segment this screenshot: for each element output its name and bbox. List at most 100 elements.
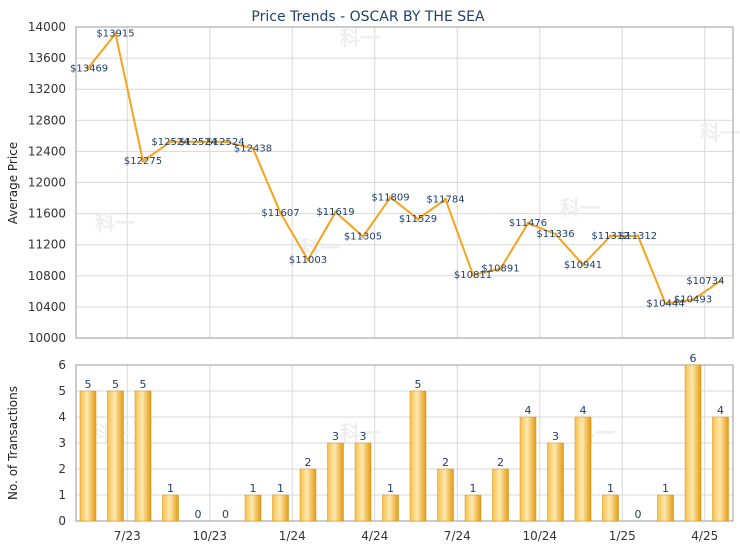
transaction-bar-label: 5 [85, 378, 92, 391]
price-y-tick-label: 12000 [28, 176, 66, 190]
price-line-layer [86, 31, 722, 305]
price-plot-frame [75, 26, 734, 339]
transaction-bar-label: 2 [497, 456, 504, 469]
price-point [444, 197, 447, 201]
price-point [196, 140, 200, 144]
transaction-bar-label: 5 [112, 378, 119, 391]
transaction-bar [79, 390, 97, 522]
price-point [664, 301, 667, 305]
price-point [526, 221, 530, 225]
transaction-bar [299, 468, 317, 522]
transaction-bar-label: 0 [195, 508, 202, 521]
x-tick-label: 10/23 [192, 529, 227, 543]
transaction-bars [79, 364, 729, 522]
price-point-label: $12438 [234, 143, 272, 154]
price-point-labels: $13469$13915$12275$12524$12524$12524$124… [70, 29, 725, 310]
price-point [636, 234, 640, 238]
price-point-label: $13469 [70, 63, 108, 74]
transactions-y-tick-label: 5 [58, 384, 66, 398]
price-point-label: $11336 [536, 229, 574, 240]
price-point-label: $11619 [316, 207, 354, 218]
price-point-label: $11003 [289, 255, 327, 266]
transactions-y-axis-label: No. of Transactions [6, 386, 20, 500]
transaction-bar [327, 442, 344, 522]
chart-title: Price Trends - OSCAR BY THE SEA [251, 9, 485, 25]
price-point [554, 232, 557, 236]
transaction-bar [107, 390, 124, 522]
transaction-bar [464, 494, 482, 522]
transaction-bar-label: 0 [635, 508, 642, 521]
transactions-y-ticks: 0 1 2 3 4 5 6 [58, 358, 66, 528]
transaction-bar [519, 416, 537, 522]
price-point-label: $11809 [371, 192, 409, 203]
price-point [251, 146, 255, 150]
x-axis-ticks: 7/23 10/23 1/24 4/24 7/24 10/24 1/25 4/25 [114, 529, 718, 543]
transaction-bar [437, 468, 454, 522]
transaction-bar [574, 416, 592, 522]
transaction-bar [134, 390, 152, 522]
watermark-text: 科一 [340, 421, 380, 445]
price-point-label: $10891 [481, 264, 519, 275]
transaction-bar-label: 1 [250, 482, 257, 495]
transaction-bar [354, 442, 372, 522]
price-point-label: $10493 [674, 295, 712, 306]
transaction-bar [602, 494, 619, 522]
price-point [416, 217, 420, 221]
price-y-tick-label: 10400 [28, 300, 66, 314]
transactions-y-tick-label: 3 [58, 436, 66, 450]
x-tick-label: 4/24 [361, 529, 388, 543]
price-point [361, 235, 365, 239]
transaction-bar [162, 494, 179, 522]
price-point-label: $12524 [151, 137, 189, 148]
price-y-tick-label: 13600 [28, 51, 66, 65]
transaction-bar-label: 3 [552, 430, 559, 443]
price-point [581, 263, 585, 267]
price-point-label: $10811 [454, 270, 492, 281]
transaction-bar-labels: 5 5 5 1 0 0 1 1 2 3 3 1 5 2 1 2 4 3 4 1 0 1 6 4 [85, 352, 725, 521]
transaction-bar [244, 494, 262, 522]
transaction-bar-label: 0 [222, 508, 229, 521]
watermark-text: 科一 [700, 121, 740, 145]
transaction-bar [382, 494, 399, 522]
transactions-plot-frame [75, 364, 734, 522]
price-point-label: $11305 [344, 232, 382, 243]
x-tick-label: 7/23 [114, 529, 141, 543]
x-tick-label: 7/24 [444, 529, 471, 543]
price-point-label: $10734 [686, 276, 724, 287]
transaction-bar-label: 6 [690, 352, 697, 365]
price-point [389, 195, 392, 199]
transactions-y-tick-label: 2 [58, 462, 66, 476]
price-point [306, 258, 310, 262]
price-point-label: $10941 [564, 260, 602, 271]
transaction-bar [657, 494, 674, 522]
watermark-text: 科一 [95, 211, 135, 235]
price-y-axis-label: Average Price [6, 142, 20, 224]
transaction-bar [684, 364, 702, 522]
price-y-tick-label: 11200 [28, 238, 66, 252]
price-point [279, 211, 282, 215]
transaction-bar-label: 1 [167, 482, 174, 495]
price-point-label: $11312 [591, 231, 629, 242]
price-point [499, 267, 502, 271]
price-point [334, 210, 337, 214]
transaction-bar-label: 1 [662, 482, 669, 495]
transaction-bar-label: 3 [360, 430, 367, 443]
x-tick-label: 10/24 [522, 529, 557, 543]
transaction-bar-label: 4 [580, 404, 587, 417]
price-point-label: $11476 [509, 218, 547, 229]
transaction-bar-label: 1 [387, 482, 394, 495]
price-point [224, 140, 227, 144]
price-point [691, 298, 695, 302]
transactions-y-tick-label: 6 [58, 358, 66, 372]
transaction-bar-label: 1 [470, 482, 477, 495]
price-y-tick-label: 11600 [28, 207, 66, 221]
x-tick-label: 1/24 [279, 529, 306, 543]
price-point [719, 279, 722, 283]
x-tick-label: 1/25 [609, 529, 636, 543]
transaction-bar-label: 5 [415, 378, 422, 391]
transaction-bar-label: 2 [305, 456, 312, 469]
transactions-gridlines [76, 364, 733, 522]
price-point-label: $11784 [426, 194, 464, 205]
transaction-bar-label: 4 [525, 404, 532, 417]
